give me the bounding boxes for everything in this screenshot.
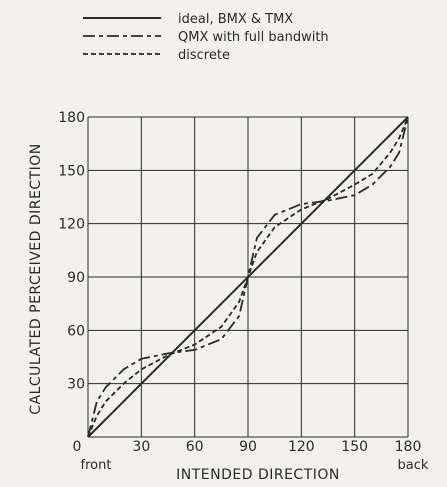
y-tick-label: 30 <box>67 377 85 393</box>
tick-labels: 0 30 60 90 120 150 180 30 60 90 120 150 180 <box>58 110 421 455</box>
x-tick-label: 30 <box>132 439 150 455</box>
x-tick-label: 90 <box>239 439 257 455</box>
y-axis-label: CALCULATED PERCEIVED DIRECTION <box>28 143 44 415</box>
y-tick-label: 90 <box>67 270 85 286</box>
legend-label: discrete <box>178 48 230 63</box>
legend-label: QMX with full bandwith <box>178 30 329 45</box>
y-tick-label: 120 <box>58 217 85 233</box>
x-tick-label: 150 <box>341 439 368 455</box>
x-tick-label: 180 <box>395 439 422 455</box>
x-tick-label: 120 <box>288 439 315 455</box>
y-tick-label: 60 <box>67 323 85 339</box>
legend: ideal, BMX & TMX QMX with full bandwith di… <box>83 12 329 63</box>
y-tick-label: 180 <box>58 110 85 126</box>
series-lines <box>87 116 409 438</box>
x-left-end-label: front <box>81 458 112 473</box>
x-tick-label: 0 <box>73 439 82 455</box>
legend-label: ideal, BMX & TMX <box>178 12 293 27</box>
x-tick-label: 60 <box>186 439 204 455</box>
x-axis-label: INTENDED DIRECTION <box>176 467 340 483</box>
y-tick-label: 150 <box>58 163 85 179</box>
x-right-end-label: back <box>398 458 429 473</box>
series-line-2 <box>87 116 409 438</box>
